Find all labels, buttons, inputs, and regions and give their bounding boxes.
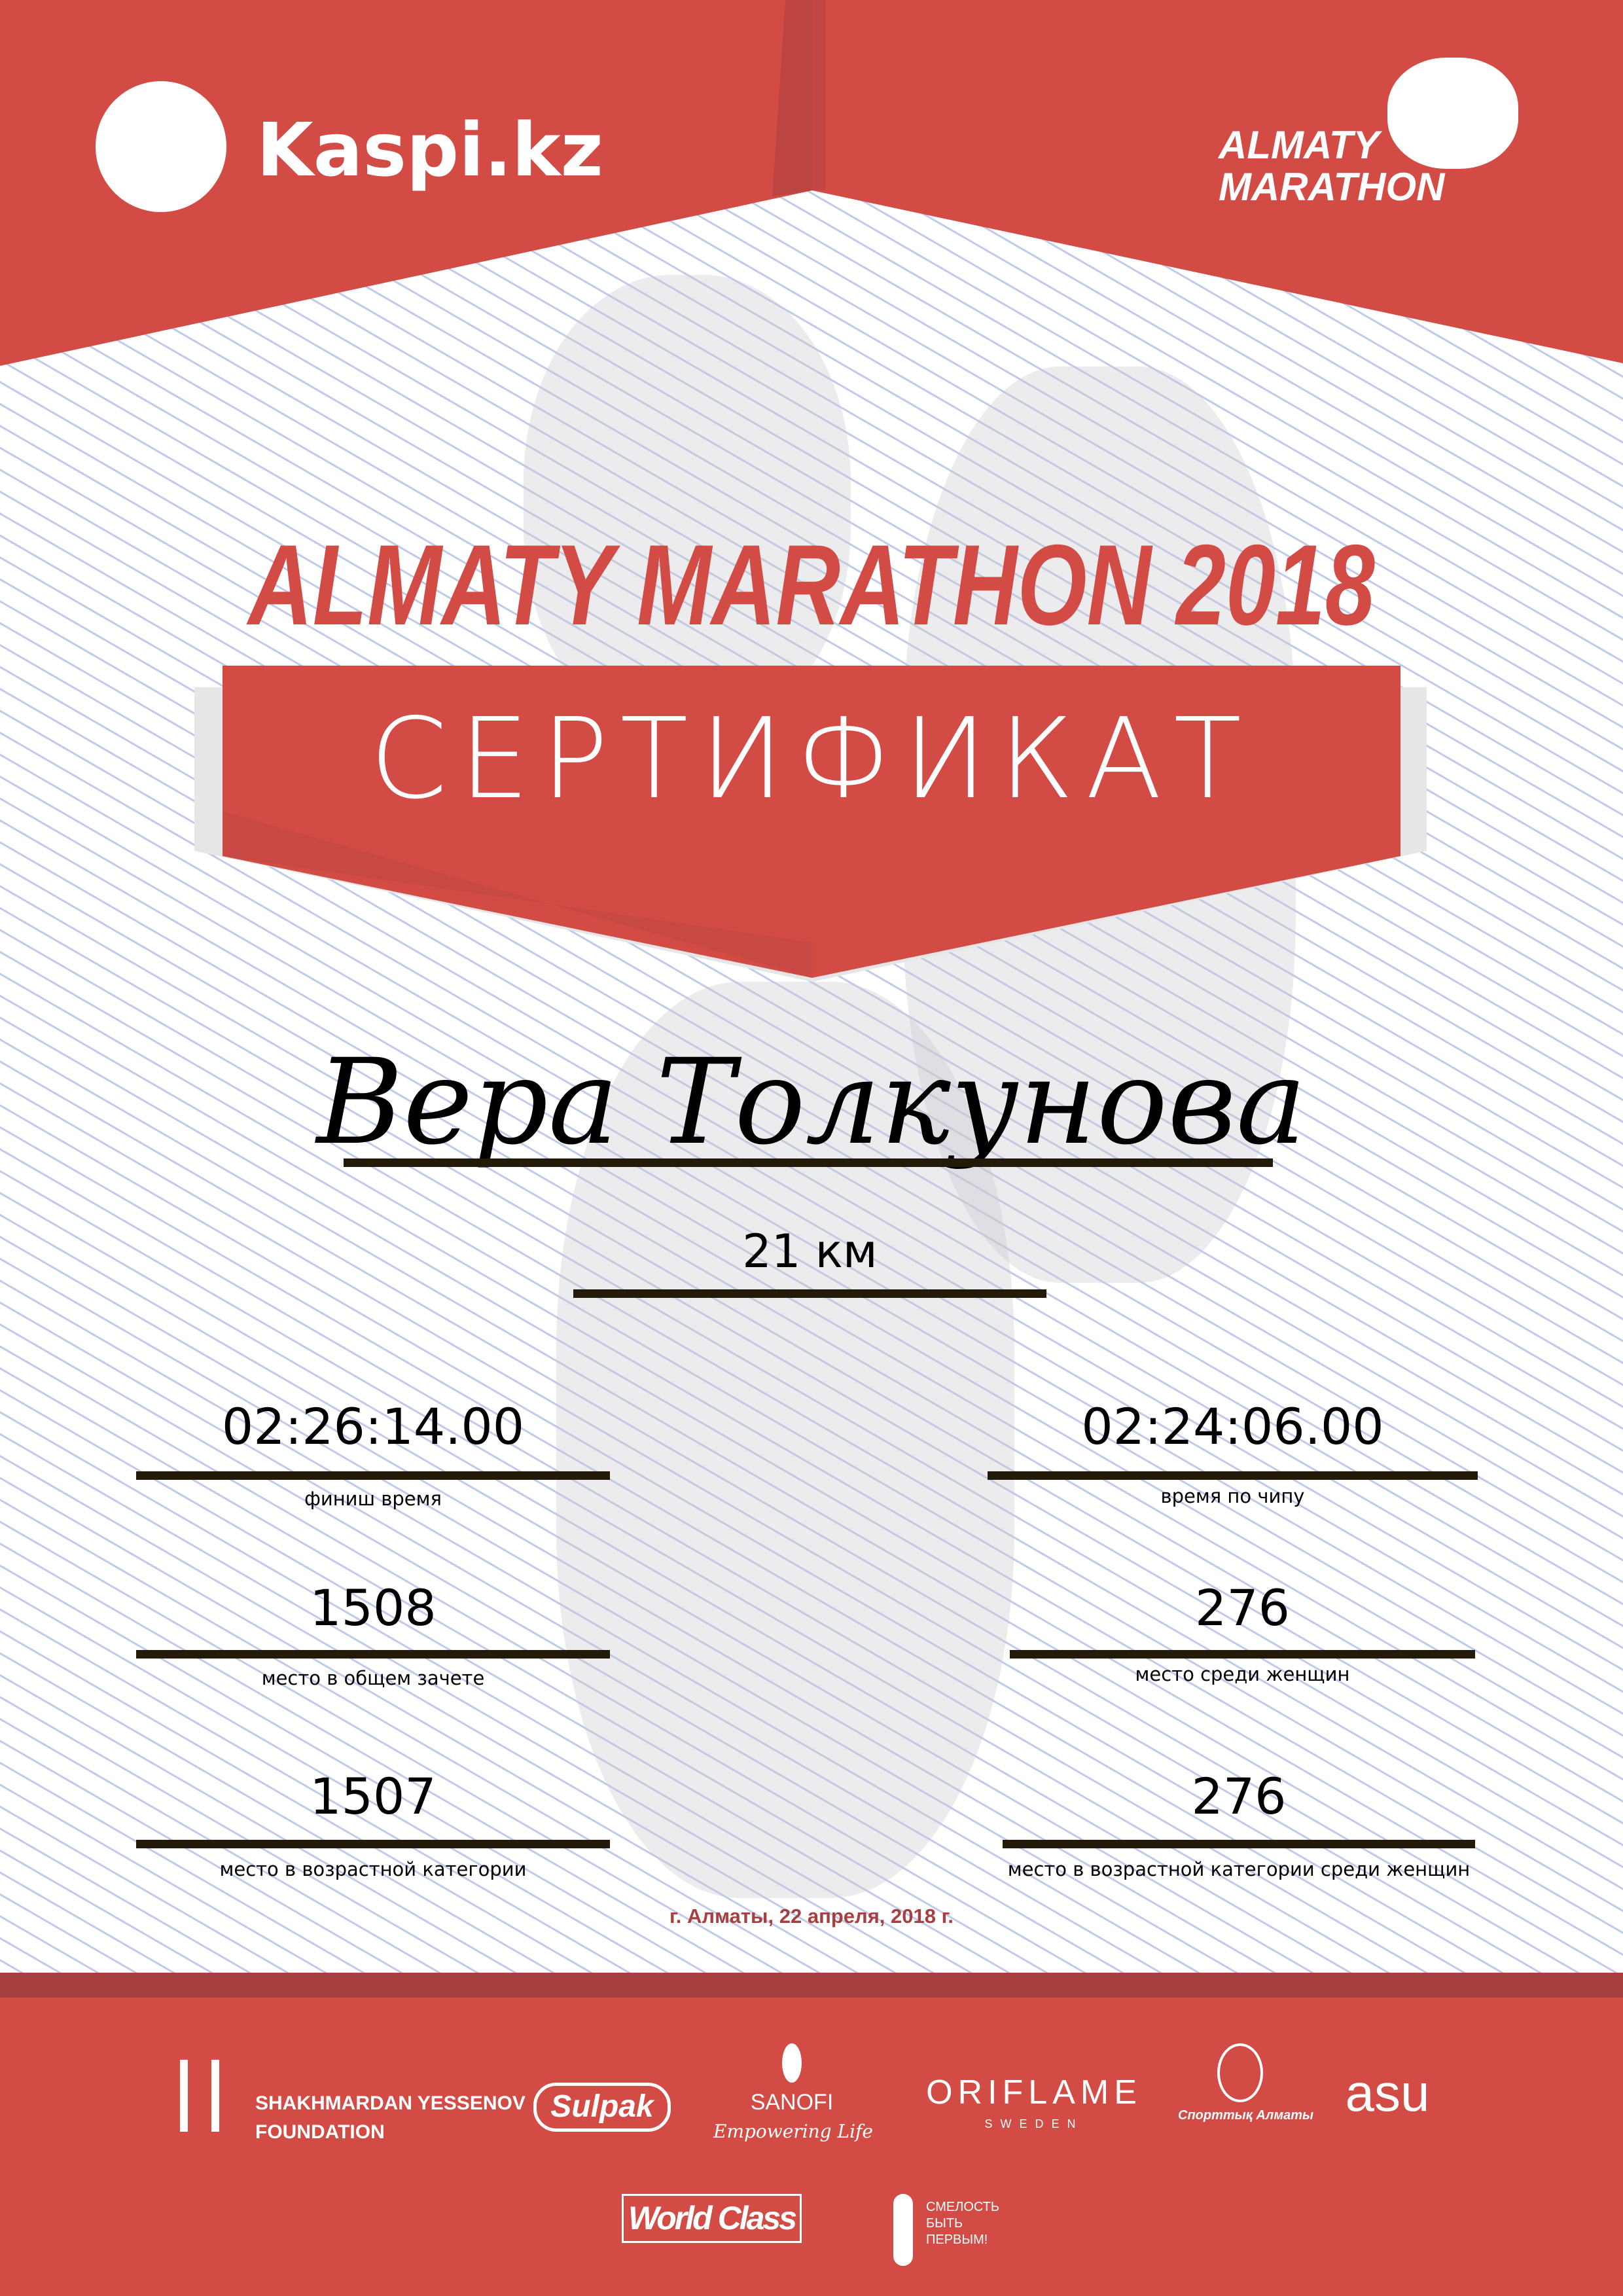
oriflame-sub: SWEDEN [984,2117,1084,2130]
runner-photo [524,275,851,733]
age-category-place-label: место в возрастной категории [219,1858,527,1880]
yessenov-line-2: FOUNDATION [255,2121,385,2143]
footer: SHAKHMARDAN YESSENOV FOUNDATION Sulpak S… [0,1973,1623,2296]
oriflame-logo: ORIFLAME [926,2073,1142,2111]
fund-logo-icon [893,2194,913,2266]
chip-time: 02:24:06.00 [1081,1397,1384,1456]
divider [1010,1650,1475,1659]
finish-time: 02:26:14.00 [221,1397,525,1456]
sport-almaty-logo-icon [1217,2043,1263,2102]
logo-line-2: MARATHON [1219,165,1445,209]
sulpak-logo: Sulpak [533,2083,671,2132]
event-title: ALMATY MARATHON 2018 [248,522,1375,649]
yessenov-line-1: SHAKHMARDAN YESSENOV [255,2092,526,2114]
kaspi-logo-icon [96,81,226,212]
finish-time-label: финиш время [304,1488,442,1510]
fund-line-3: ПЕРВЫМ! [926,2233,988,2247]
yessenov-logo-icon [180,2060,219,2132]
fund-line-2: БЫТЬ [926,2216,963,2231]
sanofi-logo: SANOFI [750,2090,834,2115]
asu-logo: asu [1345,2064,1430,2122]
worldclass-logo: World Class [622,2194,802,2243]
sanofi-tagline: Empowering Life [713,2121,873,2142]
certificate-label: СЕРТИФИКАТ [369,694,1254,824]
background-pattern [0,0,1623,2003]
women-place-label: место среди женщин [1135,1663,1350,1685]
age-category-place: 1507 [310,1767,437,1825]
women-age-category-place-label: место в возрастной категории среди женщи… [1007,1858,1471,1880]
divider [136,1840,610,1848]
yessenov-logo: SHAKHMARDAN YESSENOV FOUNDATION [255,2089,526,2147]
overall-place-label: место в общем зачете [261,1667,485,1689]
women-place: 276 [1194,1579,1291,1637]
divider [136,1650,610,1659]
women-age-category-place: 276 [1191,1767,1287,1825]
almaty-marathon-logo-icon [1387,58,1518,169]
chip-time-label: время по чипу [1160,1485,1305,1507]
sanofi-logo-icon [782,2043,802,2083]
distance: 21 км [742,1225,878,1278]
distance-underline [573,1289,1046,1298]
date-place: г. Алматы, 22 апреля, 2018 г. [669,1905,954,1928]
divider [136,1471,610,1480]
kaspi-logo: Kaspi.kz [257,108,603,193]
overall-place: 1508 [310,1579,437,1637]
runner-photo [556,982,1014,1898]
divider [988,1471,1478,1480]
divider [1003,1840,1475,1848]
fund-line-1: СМЕЛОСТЬ [926,2200,1000,2214]
participant-name: Вера Толкунова [316,1034,1307,1171]
sport-almaty-logo: Спорттық Алматы [1178,2108,1314,2123]
almaty-marathon-logo: ALMATY MARATHON [1219,124,1445,208]
logo-line-1: ALMATY [1219,123,1380,167]
fund-logo: СМЕЛОСТЬ БЫТЬ ПЕРВЫМ! [926,2199,999,2248]
name-underline [344,1158,1273,1167]
